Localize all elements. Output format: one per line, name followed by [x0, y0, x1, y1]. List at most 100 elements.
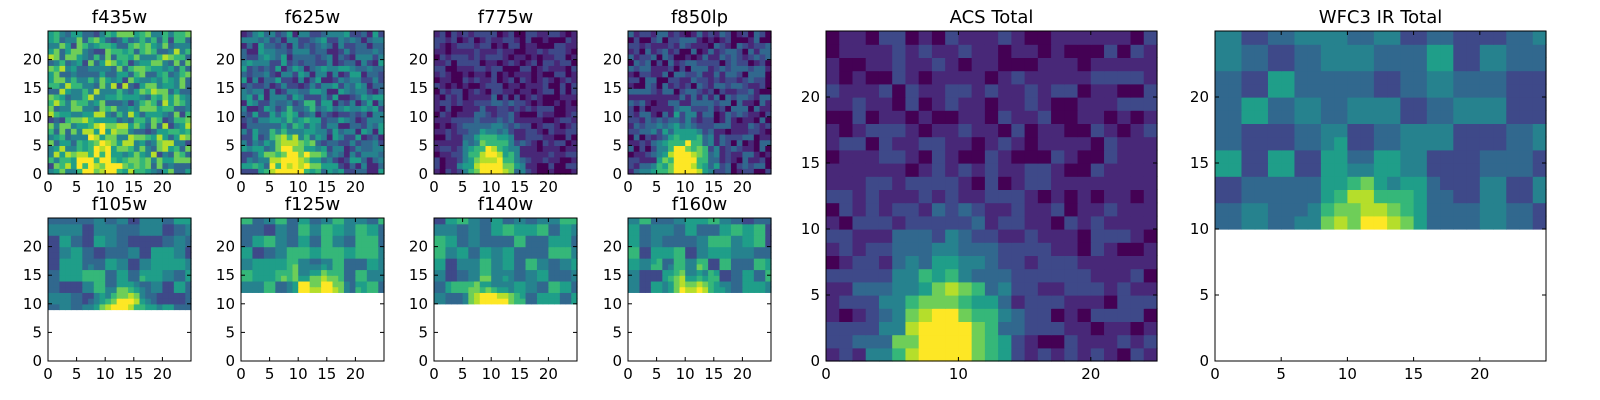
- heatmap-cell: [696, 229, 703, 236]
- heatmap-cell: [531, 122, 538, 129]
- heatmap-cell: [269, 116, 276, 124]
- heatmap-cell: [525, 229, 532, 236]
- heatmap-cell: [958, 308, 973, 322]
- heatmap-cell: [502, 218, 509, 225]
- heatmap-cell: [496, 263, 504, 271]
- heatmap-cell: [742, 133, 749, 141]
- heatmap-cell: [945, 123, 959, 138]
- x-tick-label: 10: [676, 178, 695, 196]
- heatmap-cell: [525, 218, 532, 225]
- heatmap-cell: [713, 82, 721, 89]
- heatmap-cell: [1506, 202, 1521, 217]
- heatmap-cell: [173, 298, 181, 305]
- heatmap-cell: [508, 122, 515, 129]
- heatmap-cell: [145, 31, 152, 38]
- heatmap-cell: [139, 76, 146, 84]
- heatmap-cell: [462, 59, 469, 66]
- heatmap-cell: [479, 218, 487, 225]
- heatmap-cell: [1037, 281, 1052, 296]
- heatmap-cell: [668, 286, 675, 293]
- heatmap-cell: [338, 99, 345, 106]
- heatmap-cell: [496, 133, 504, 141]
- heatmap-cell: [93, 156, 101, 164]
- heatmap-cell: [628, 223, 635, 231]
- heatmap-cell: [281, 145, 288, 152]
- heatmap-cell: [343, 53, 351, 61]
- heatmap-cell: [474, 240, 481, 248]
- axes-frame: [433, 30, 578, 175]
- heatmap-cell: [554, 292, 561, 299]
- heatmap-cell: [662, 122, 669, 129]
- heatmap-cell: [1064, 229, 1079, 243]
- heatmap-cell: [156, 275, 163, 282]
- heatmap-cell: [742, 252, 749, 259]
- heatmap-cell: [349, 156, 356, 164]
- heatmap-cell: [559, 133, 567, 141]
- heatmap-cell: [753, 133, 761, 141]
- heatmap-cell: [865, 44, 880, 58]
- heatmap-cell: [269, 93, 276, 101]
- heatmap-cell: [519, 53, 527, 61]
- heatmap-cell: [88, 133, 95, 141]
- heatmap-cell: [451, 269, 458, 276]
- heatmap-cell: [984, 83, 999, 98]
- heatmap-cell: [185, 82, 192, 89]
- heatmap-cell: [321, 252, 328, 259]
- heatmap-cell: [93, 65, 101, 72]
- heatmap-cell: [496, 36, 504, 44]
- heatmap-cell: [892, 110, 907, 124]
- heatmap-cell: [918, 110, 933, 124]
- heatmap-cell: [252, 218, 259, 225]
- heatmap-cell: [1104, 308, 1118, 322]
- heatmap-cell: [918, 97, 933, 111]
- heatmap-cell: [1051, 229, 1065, 243]
- heatmap-cell: [826, 123, 840, 138]
- heatmap-cell: [542, 93, 549, 101]
- x-tick-label: 5: [265, 365, 275, 383]
- heatmap-cell: [531, 105, 538, 112]
- heatmap-cell: [765, 258, 772, 265]
- heatmap-cell: [1130, 149, 1145, 164]
- heatmap-cell: [519, 139, 527, 146]
- heatmap-cell: [246, 76, 254, 84]
- heatmap-cell: [984, 268, 999, 283]
- heatmap-cell: [326, 93, 334, 101]
- heatmap-cell: [474, 111, 481, 118]
- heatmap-cell: [945, 334, 959, 349]
- heatmap-cell: [759, 145, 766, 152]
- heatmap-cell: [366, 263, 374, 271]
- heatmap-cell: [502, 111, 509, 118]
- heatmap-cell: [673, 116, 681, 124]
- heatmap-cell: [673, 99, 681, 106]
- heatmap-cell: [456, 36, 464, 44]
- heatmap-cell: [559, 269, 567, 276]
- heatmap-cell: [456, 105, 464, 112]
- heatmap-cell: [839, 202, 854, 217]
- heatmap-cell: [685, 275, 692, 282]
- heatmap-cell: [725, 122, 732, 129]
- heatmap-cell: [479, 240, 487, 248]
- heatmap-cell: [725, 93, 732, 101]
- heatmap-cell: [93, 298, 101, 305]
- heatmap-cell: [679, 280, 686, 288]
- heatmap-cell: [99, 286, 106, 293]
- heatmap-cell: [133, 128, 141, 135]
- heatmap-cell: [559, 168, 567, 175]
- heatmap-cell: [548, 93, 555, 101]
- heatmap-cell: [708, 93, 715, 101]
- heatmap-cell: [252, 269, 259, 276]
- heatmap-cell: [708, 156, 715, 164]
- heatmap-cell: [1373, 149, 1388, 164]
- heatmap-cell: [650, 258, 658, 265]
- heatmap-cell: [696, 139, 703, 146]
- y-tick-label: 5: [810, 286, 820, 304]
- heatmap-cell: [321, 128, 328, 135]
- heatmap-cell: [82, 36, 89, 44]
- heatmap-cell: [571, 229, 578, 236]
- heatmap-cell: [298, 88, 305, 95]
- heatmap-cell: [690, 286, 698, 293]
- heatmap-cell: [258, 76, 265, 84]
- heatmap-cell: [1117, 321, 1132, 336]
- heatmap-cell: [1104, 215, 1118, 230]
- heatmap-cell: [998, 57, 1012, 72]
